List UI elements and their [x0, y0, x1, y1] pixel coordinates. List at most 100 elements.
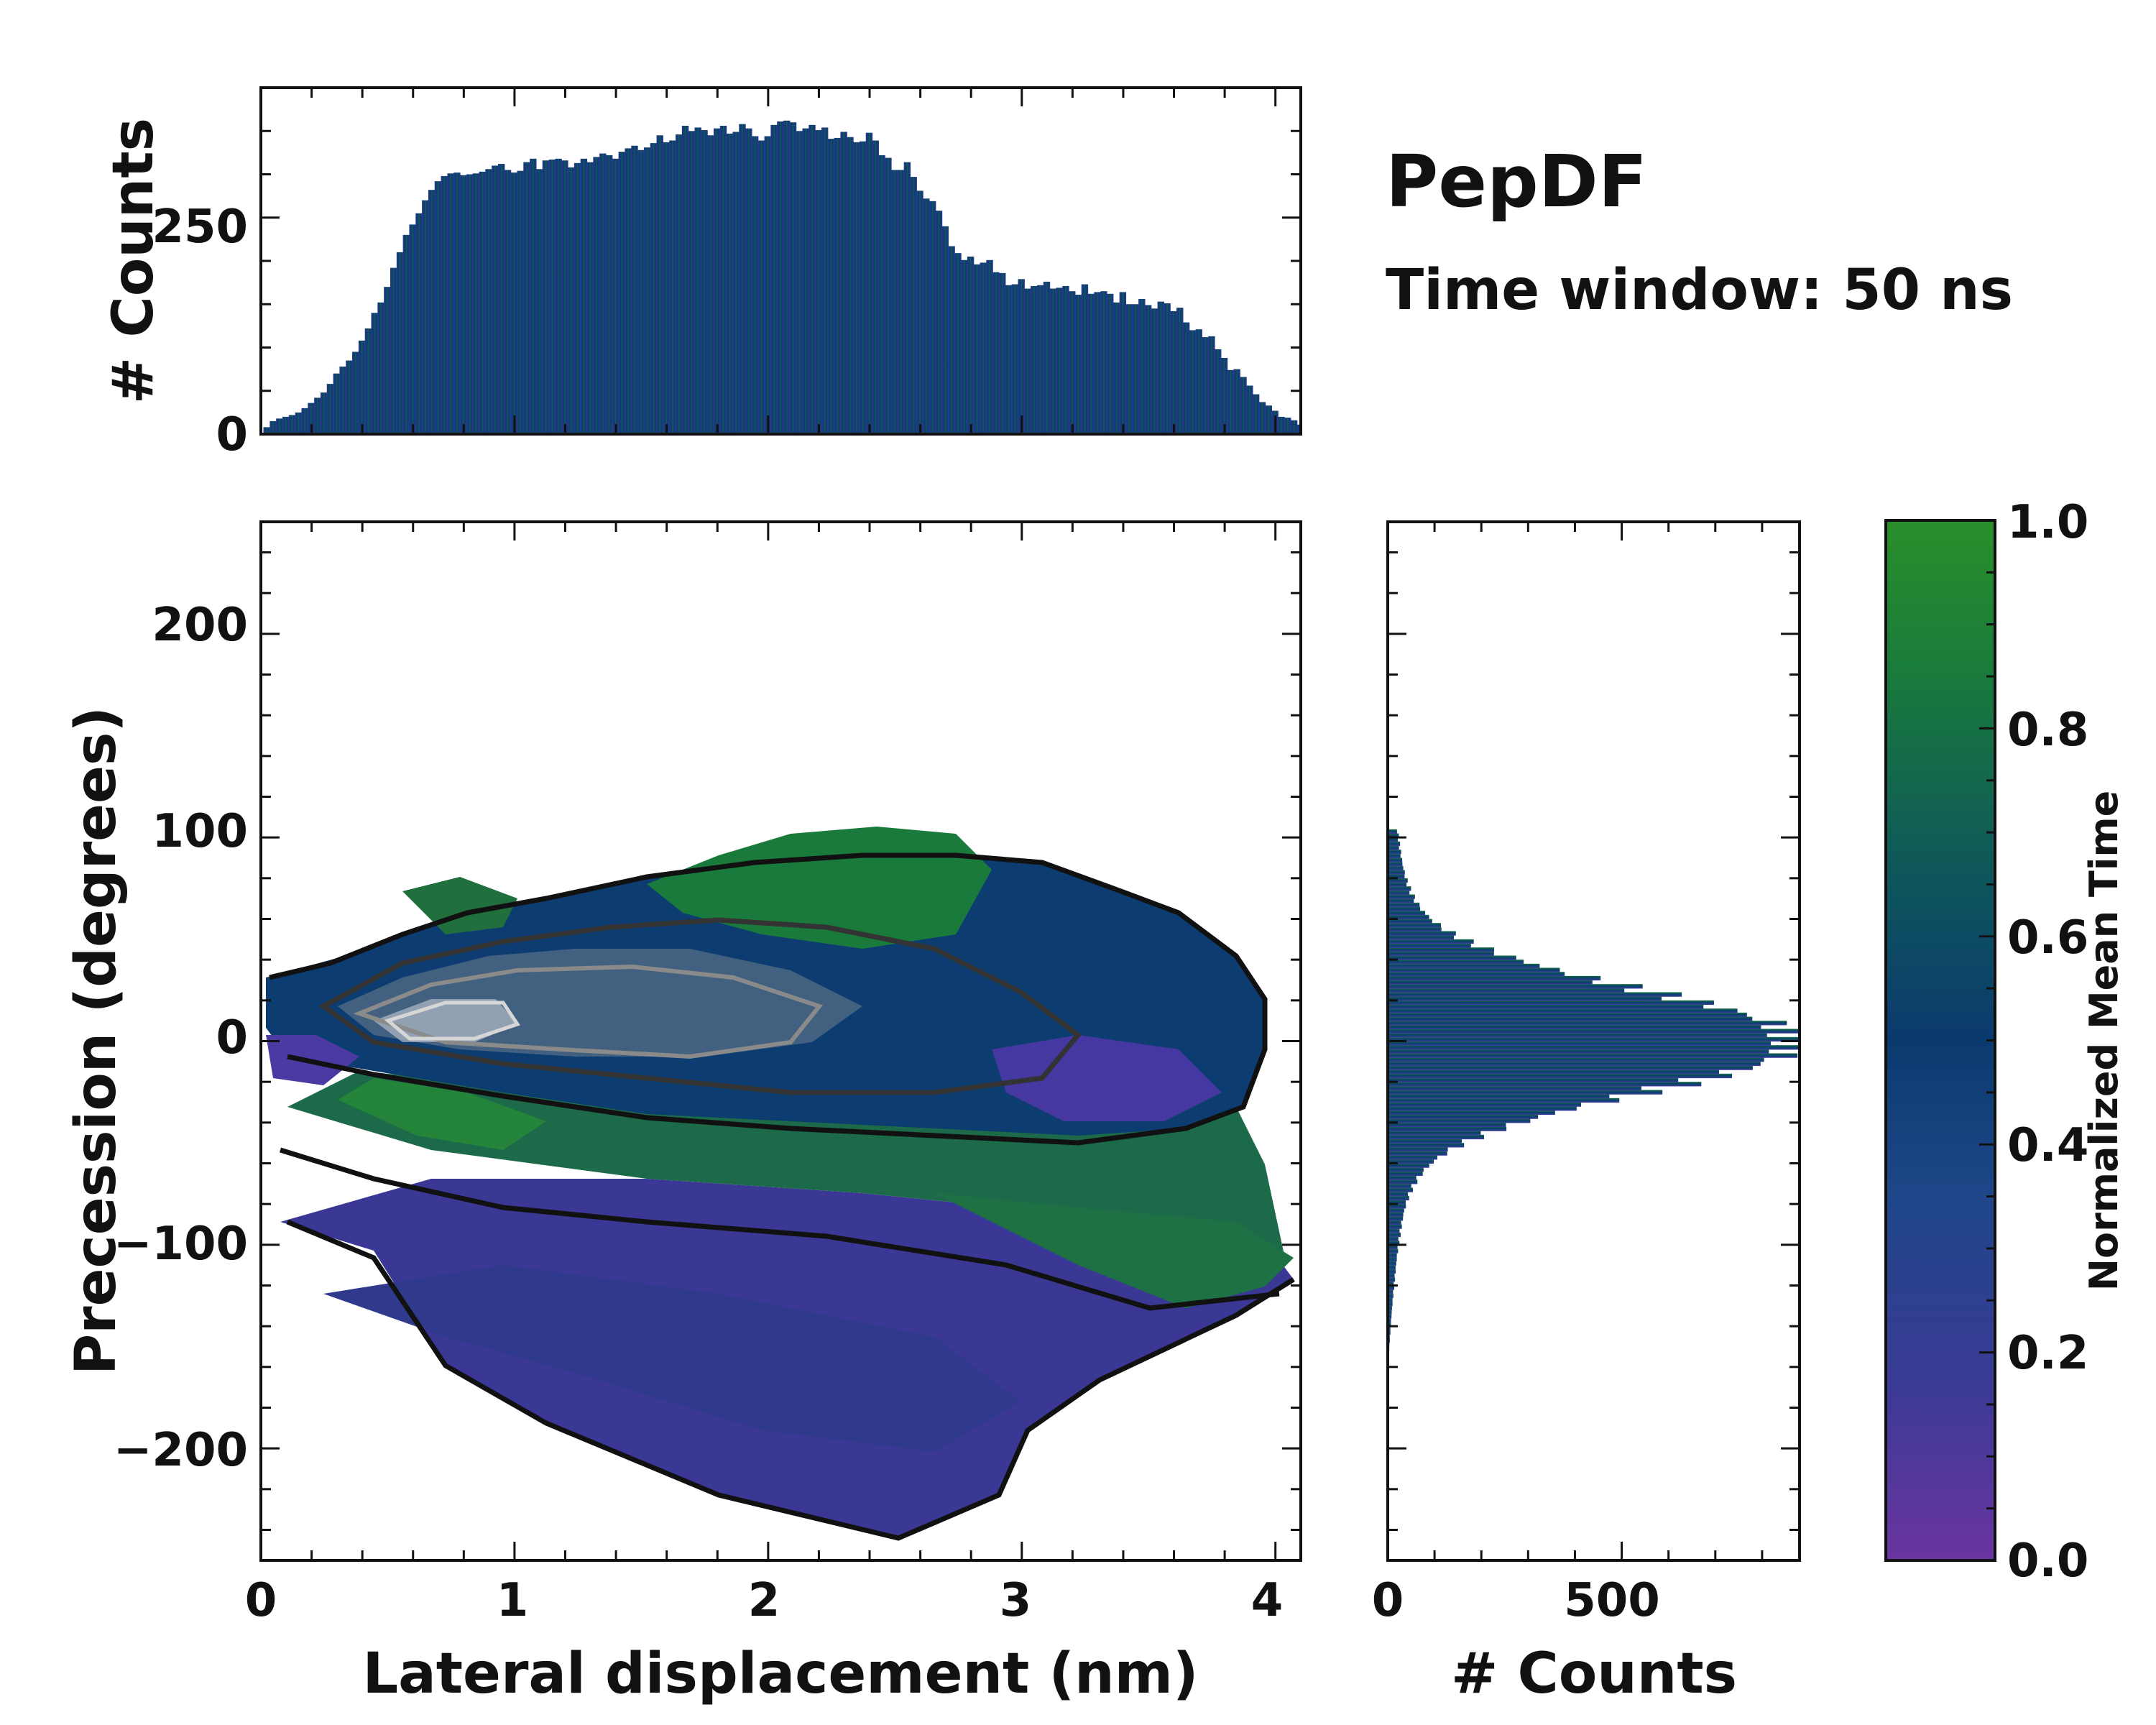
right-histogram-bar [1388, 1244, 1398, 1250]
right-histogram-bar [1388, 1253, 1397, 1258]
top-histogram-bar [808, 124, 816, 434]
right-histogram-bar [1388, 1248, 1399, 1254]
contour-outer [269, 852, 1268, 1146]
right-histogram-bar [1388, 894, 1415, 899]
region-lower-green-bright [338, 1078, 546, 1150]
right-histogram-bar [1388, 1195, 1409, 1201]
top-histogram-bar [1176, 308, 1184, 434]
right-histogram-bar [1388, 1004, 1704, 1009]
right-histogram-bar [1388, 857, 1403, 862]
top-histogram-bar [859, 141, 867, 434]
right-histogram-bar [1388, 955, 1516, 960]
top-histogram-bar [568, 167, 575, 434]
colorbar-ticks [1979, 519, 1995, 1562]
top-histogram-bar [573, 162, 581, 434]
top-histogram-bar [1284, 418, 1291, 434]
top-histogram-bar [764, 136, 771, 434]
top-histogram-bar [694, 127, 701, 434]
right-histogram-bar [1388, 1118, 1531, 1123]
top-histogram-bar [941, 226, 949, 434]
top-histogram-bar [523, 162, 530, 434]
top-histogram-bar [935, 211, 943, 434]
colorbar-tick-label: 0.8 [2007, 704, 2088, 757]
top-histogram-bar [688, 131, 696, 434]
top-histogram-bar [676, 134, 683, 434]
right-histogram-bar [1388, 1061, 1761, 1067]
right-histogram-bar [1388, 980, 1593, 985]
right-histogram-bar [1388, 1049, 1769, 1054]
top-histogram-bar [466, 174, 474, 434]
top-histogram-bar [295, 412, 303, 434]
top-histogram-bar [961, 259, 968, 434]
top-histogram-bar [713, 128, 721, 434]
top-histogram-bar [612, 158, 619, 434]
top-histogram-bar [1322, 431, 1329, 434]
top-histogram-bar [1018, 279, 1025, 434]
top-histogram-bar [1220, 357, 1228, 434]
right-histogram-bar [1388, 1187, 1414, 1192]
main-x-axis-title: Lateral displacement (nm) [362, 1642, 1198, 1706]
top-histogram-bar [479, 171, 486, 434]
top-histogram-bar [301, 408, 308, 434]
right-histogram-bar [1388, 837, 1399, 842]
top-histogram-bar [504, 170, 512, 434]
top-histogram-bar [770, 124, 778, 434]
right-histogram-bar [1388, 902, 1420, 908]
right-histogram-bar [1388, 1297, 1393, 1302]
top-histogram-bar [903, 162, 911, 434]
top-histogram-bar [586, 162, 594, 434]
top-histogram-bar [364, 328, 372, 434]
main-xtick-label: 3 [1000, 1574, 1032, 1627]
right-histogram-bar [1388, 1314, 1392, 1319]
top-histogram-bar [840, 132, 847, 434]
right-histogram-bar [1388, 1045, 1800, 1050]
top-histogram-bar [732, 132, 740, 434]
right-histogram-bar [1388, 963, 1540, 969]
right-histogram-bar [1388, 1053, 1798, 1058]
right-histogram-bar [1388, 943, 1471, 948]
figure-title: PepDF [1386, 139, 1647, 224]
top-histogram-bar [460, 175, 467, 434]
region-lower-tail-dark [323, 1265, 1021, 1452]
right-histogram-bar [1388, 1016, 1753, 1021]
top-histogram-panel: 0 250 # Counts [101, 86, 1335, 461]
right-histogram-bar [1388, 898, 1414, 903]
top-histogram-bar [916, 190, 923, 434]
top-ticks [259, 86, 1301, 436]
top-histogram-bar [789, 122, 797, 434]
top-histogram-bar [796, 131, 803, 434]
right-histogram-bar [1388, 1269, 1396, 1274]
right-xtick-label: 500 [1564, 1574, 1660, 1627]
top-histogram-bar [561, 160, 568, 434]
top-histogram-bar [1170, 310, 1177, 434]
right-histogram-bar [1388, 1265, 1396, 1270]
top-ytick-label: 250 [152, 201, 248, 254]
top-histogram-bar [555, 158, 562, 434]
top-histogram-bar [929, 201, 936, 434]
top-histogram-bar [358, 340, 366, 434]
top-histogram-bar [992, 272, 1000, 434]
top-histogram-bar [1329, 433, 1335, 434]
top-histogram-bar [377, 302, 384, 434]
right-histogram-bar [1388, 1000, 1715, 1006]
colorbar-tick-label: 0.0 [2007, 1535, 2088, 1588]
right-histogram-bar [1388, 1200, 1406, 1205]
right-histogram-bar [1388, 1073, 1733, 1079]
right-histogram-bar [1388, 996, 1662, 1001]
top-histogram-bar [402, 234, 410, 434]
top-histogram-bar [1290, 420, 1298, 434]
top-histogram-bar [1125, 304, 1133, 434]
right-histogram-bar [1388, 1021, 1787, 1026]
right-xtick-label: 0 [1372, 1574, 1404, 1627]
right-histogram-bar [1388, 1224, 1402, 1229]
top-histogram-bar [1132, 304, 1139, 434]
main-y-axis-title: Precession (degrees) [64, 707, 129, 1375]
right-histogram-bar [1388, 1183, 1411, 1189]
top-histogram-bar [346, 360, 353, 434]
top-histogram-bar [1278, 416, 1285, 434]
top-histogram-bar [643, 147, 651, 434]
right-histogram-bar [1388, 1151, 1447, 1156]
right-histogram-bar [1388, 1029, 1800, 1034]
top-histogram-bar [827, 139, 835, 434]
right-histogram-bar [1388, 882, 1407, 887]
